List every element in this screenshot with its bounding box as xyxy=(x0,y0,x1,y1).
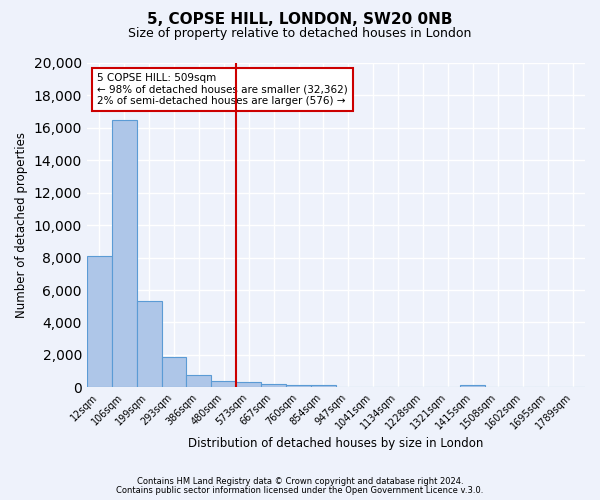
Text: Contains public sector information licensed under the Open Government Licence v.: Contains public sector information licen… xyxy=(116,486,484,495)
Text: 5 COPSE HILL: 509sqm
← 98% of detached houses are smaller (32,362)
2% of semi-de: 5 COPSE HILL: 509sqm ← 98% of detached h… xyxy=(97,72,347,106)
Bar xyxy=(261,384,286,388)
Bar xyxy=(112,120,137,388)
Bar xyxy=(286,385,311,388)
Y-axis label: Number of detached properties: Number of detached properties xyxy=(15,132,28,318)
Bar xyxy=(211,381,236,388)
Bar xyxy=(187,375,211,388)
Text: Size of property relative to detached houses in London: Size of property relative to detached ho… xyxy=(128,28,472,40)
Bar xyxy=(236,382,261,388)
Text: Contains HM Land Registry data © Crown copyright and database right 2024.: Contains HM Land Registry data © Crown c… xyxy=(137,477,463,486)
Bar xyxy=(460,385,485,388)
Text: 5, COPSE HILL, LONDON, SW20 0NB: 5, COPSE HILL, LONDON, SW20 0NB xyxy=(147,12,453,28)
Bar xyxy=(311,385,336,388)
Bar xyxy=(161,358,187,388)
Bar xyxy=(87,256,112,388)
X-axis label: Distribution of detached houses by size in London: Distribution of detached houses by size … xyxy=(188,437,484,450)
Bar xyxy=(137,302,161,388)
